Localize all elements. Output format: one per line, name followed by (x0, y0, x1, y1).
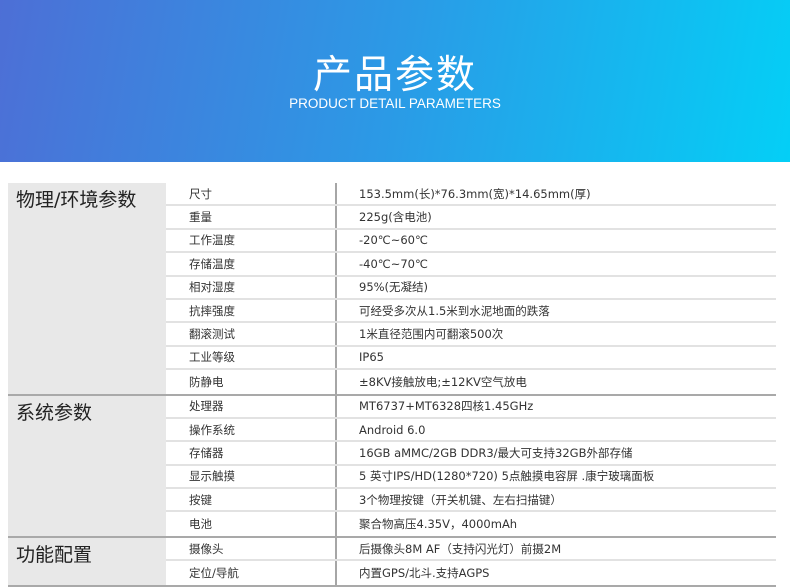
spec-value: MT6737+MT6328四核1.45GHz (359, 399, 534, 414)
spec-value: Android 6.0 (359, 422, 426, 437)
spec-key: 定位/导航 (166, 561, 337, 585)
spec-key: 存储温度 (166, 253, 337, 275)
spec-value: ±8KV接触放电;±12KV空气放电 (359, 374, 527, 389)
table-row: 工作温度 -20℃~60℃ (166, 229, 776, 254)
spec-key: 相对湿度 (166, 276, 337, 298)
section-title: 功能配置 (8, 537, 166, 585)
table-row: 显示触摸 5 英寸IPS/HD(1280*720) 5点触摸电容屏 .康宁玻璃面板 (166, 465, 776, 490)
section-title: 物理/环境参数 (8, 183, 166, 394)
spec-value: IP65 (359, 350, 384, 365)
spec-key: 显示触摸 (166, 465, 337, 488)
spec-section: 系统参数 处理器 MT6737+MT6328四核1.45GHz 操作系统 Android… (8, 395, 776, 538)
spec-key: 工作温度 (166, 229, 337, 252)
spec-section: 功能配置 摄像头 后摄像头8M AF（支持闪光灯）前摄2M 定位/导航 内置GPS/北斗… (8, 537, 776, 587)
spec-key: 重量 (166, 206, 337, 228)
table-row: 操作系统 Android 6.0 (166, 418, 776, 443)
spec-key: 摄像头 (166, 537, 337, 560)
page-subtitle: PRODUCT DETAIL PARAMETERS (289, 96, 501, 111)
page-title: 产品参数 (312, 53, 477, 98)
spec-value: 5 英寸IPS/HD(1280*720) 5点触摸电容屏 .康宁玻璃面板 (359, 469, 655, 484)
spec-value: 16GB aMMC/2GB DDR3/最大可支持32GB外部存储 (359, 445, 633, 460)
spec-key: 操作系统 (166, 418, 337, 441)
table-row: 处理器 MT6737+MT6328四核1.45GHz (166, 395, 776, 419)
table-row: 翻滚测试 1米直径范围内可翻滚500次 (166, 323, 776, 347)
spec-key: 翻滚测试 (166, 323, 337, 345)
spec-key: 电池 (166, 512, 337, 536)
table-row: 摄像头 后摄像头8M AF（支持闪光灯）前摄2M (166, 537, 776, 562)
table-row: 电池 聚合物高压4.35V，4000mAh (166, 512, 776, 536)
spec-value: 1米直径范围内可翻滚500次 (359, 327, 504, 342)
table-row: 定位/导航 内置GPS/北斗.支持AGPS (166, 561, 776, 585)
header-banner: 产品参数 PRODUCT DETAIL PARAMETERS (0, 0, 790, 162)
spec-value: 3个物理按键（开关机键、左右扫描键） (359, 492, 562, 507)
spec-value: 可经受多次从1.5米到水泥地面的跌落 (359, 303, 550, 318)
table-row: 存储器 16GB aMMC/2GB DDR3/最大可支持32GB外部存储 (166, 442, 776, 466)
spec-key: 处理器 (166, 395, 337, 417)
spec-value: 153.5mm(长)*76.3mm(宽)*14.65mm(厚) (359, 186, 591, 201)
spec-value: 225g(含电池) (359, 210, 432, 225)
table-row: 尺寸 153.5mm(长)*76.3mm(宽)*14.65mm(厚) (166, 183, 776, 207)
table-row: 存储温度 -40℃~70℃ (166, 253, 776, 277)
spec-value: -20℃~60℃ (359, 233, 428, 248)
table-row: 防静电 ±8KV接触放电;±12KV空气放电 (166, 370, 776, 394)
table-row: 按键 3个物理按键（开关机键、左右扫描键） (166, 489, 776, 513)
spec-table: 物理/环境参数 尺寸 153.5mm(长)*76.3mm(宽)*14.65mm(厚)… (8, 183, 776, 587)
spec-key: 尺寸 (166, 183, 337, 205)
table-row: 重量 225g(含电池) (166, 206, 776, 230)
table-row: 抗摔强度 可经受多次从1.5米到水泥地面的跌落 (166, 299, 776, 324)
spec-value: 95%(无凝结) (359, 280, 429, 295)
table-row: 工业等级 IP65 (166, 346, 776, 371)
spec-section: 物理/环境参数 尺寸 153.5mm(长)*76.3mm(宽)*14.65mm(厚)… (8, 183, 776, 396)
spec-key: 防静电 (166, 370, 337, 394)
spec-key: 抗摔强度 (166, 299, 337, 322)
table-row: 相对湿度 95%(无凝结) (166, 276, 776, 300)
spec-value: 聚合物高压4.35V，4000mAh (359, 517, 518, 532)
spec-key: 工业等级 (166, 346, 337, 369)
spec-value: 内置GPS/北斗.支持AGPS (359, 565, 490, 580)
spec-key: 按键 (166, 489, 337, 511)
spec-key: 存储器 (166, 442, 337, 464)
spec-value: 后摄像头8M AF（支持闪光灯）前摄2M (359, 541, 562, 556)
spec-value: -40℃~70℃ (359, 256, 428, 271)
section-title: 系统参数 (8, 395, 166, 536)
